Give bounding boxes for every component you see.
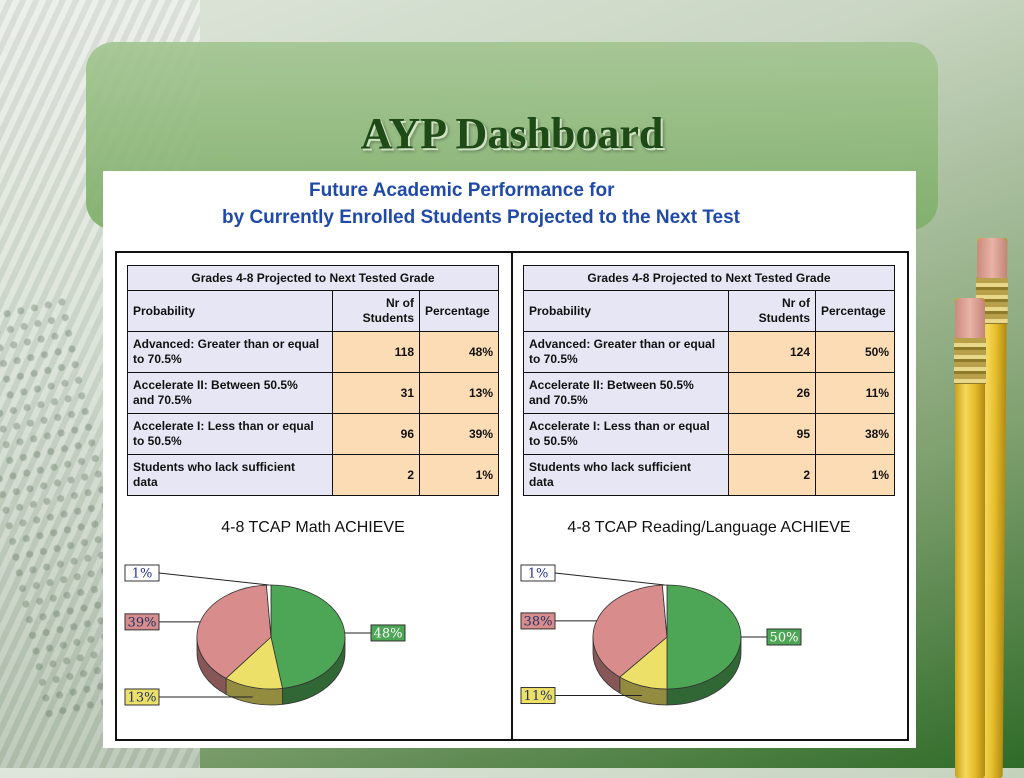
- column-header-percentage: Percentage: [419, 290, 499, 332]
- dashboard-frame: Grades 4-8 Projected to Next Tested Grad…: [115, 251, 909, 741]
- table-row: Accelerate I: Less than or equal to 50.5%…: [127, 413, 499, 455]
- table-row: Accelerate I: Less than or equal to 50.5%…: [523, 413, 895, 455]
- pie-label-box: [520, 687, 556, 705]
- row-label: Advanced: Greater than or equal to 70.5%: [523, 331, 729, 373]
- pie-slice: [666, 584, 742, 690]
- pie-slice: [196, 584, 272, 679]
- row-label: Advanced: Greater than or equal to 70.5%: [127, 331, 333, 373]
- percentage-cell: 1%: [419, 454, 499, 496]
- table-row: Students who lack sufficient data 2 1%: [127, 454, 499, 496]
- table-row: Advanced: Greater than or equal to 70.5% …: [127, 331, 499, 373]
- nr-students-cell: 96: [332, 413, 420, 455]
- pie-leader-line: [554, 572, 665, 586]
- percentage-cell: 1%: [815, 454, 895, 496]
- math-pie-chart: 48% 13% 39% 1%: [124, 564, 406, 706]
- table-caption: Grades 4-8 Projected to Next Tested Grad…: [127, 265, 499, 291]
- pie-leader-line: [158, 572, 269, 586]
- pie-data-label: 1%: [132, 567, 153, 582]
- pie-slice: [592, 584, 668, 678]
- pie-label-box: [766, 628, 802, 646]
- nr-students-cell: 124: [728, 331, 816, 373]
- column-header-probability: Probability: [127, 290, 333, 332]
- pie-label-box: [520, 564, 556, 582]
- row-label: Students who lack sufficient data: [127, 454, 333, 496]
- pie-data-label: 38%: [524, 614, 553, 629]
- dashboard-headline: Future Academic Performance for by Curre…: [103, 177, 916, 231]
- pie-slice: [270, 584, 346, 689]
- pie-data-label: 11%: [524, 689, 553, 704]
- row-label: Accelerate I: Less than or equal to 50.5%: [127, 413, 333, 455]
- math-pie-title: 4-8 TCAP Math ACHIEVE: [221, 519, 405, 536]
- column-header-nr-students: Nr of Students: [332, 290, 420, 332]
- pie-slice: [225, 636, 283, 690]
- pie-data-label: 13%: [128, 690, 157, 705]
- table-row: Accelerate II: Between 50.5% and 70.5% 26…: [523, 372, 895, 414]
- percentage-cell: 38%: [815, 413, 895, 455]
- pie-label-box: [520, 612, 556, 630]
- percentage-cell: 48%: [419, 331, 499, 373]
- pie-label-box: [124, 613, 160, 631]
- nr-students-cell: 26: [728, 372, 816, 414]
- math-projection-table: Grades 4-8 Projected to Next Tested Grad…: [127, 265, 499, 496]
- row-label: Accelerate II: Between 50.5% and 70.5%: [127, 372, 333, 414]
- pie-label-box: [124, 564, 160, 582]
- percentage-cell: 11%: [815, 372, 895, 414]
- percentage-cell: 13%: [419, 372, 499, 414]
- row-label: Accelerate I: Less than or equal to 50.5%: [523, 413, 729, 455]
- nr-students-cell: 95: [728, 413, 816, 455]
- nr-students-cell: 31: [332, 372, 420, 414]
- panel-divider: [511, 253, 513, 739]
- nr-students-cell: 2: [332, 454, 420, 496]
- pie-data-label: 48%: [374, 626, 403, 641]
- table-row: Advanced: Greater than or equal to 70.5% …: [523, 331, 895, 373]
- reading-projection-table: Grades 4-8 Projected to Next Tested Grad…: [523, 265, 895, 496]
- row-label: Accelerate II: Between 50.5% and 70.5%: [523, 372, 729, 414]
- pie-label-box: [370, 624, 406, 642]
- pie-label-box: [124, 688, 160, 706]
- table-row: Accelerate II: Between 50.5% and 70.5% 31…: [127, 372, 499, 414]
- pie-data-label: 50%: [770, 631, 799, 646]
- pie-data-label: 39%: [128, 615, 157, 630]
- column-header-nr-students: Nr of Students: [728, 290, 816, 332]
- reading-pie-title: 4-8 TCAP Reading/Language ACHIEVE: [567, 519, 851, 536]
- column-header-percentage: Percentage: [815, 290, 895, 332]
- percentage-cell: 39%: [419, 413, 499, 455]
- headline-line-2: by Currently Enrolled Students Projected…: [222, 207, 741, 228]
- dashboard-card: Future Academic Performance for by Curre…: [103, 171, 916, 748]
- nr-students-cell: 2: [728, 454, 816, 496]
- nr-students-cell: 118: [332, 331, 420, 373]
- row-label: Students who lack sufficient data: [523, 454, 729, 496]
- pie-data-label: 1%: [528, 567, 549, 582]
- reading-pie-chart: 50% 11% 38% 1%: [520, 564, 802, 706]
- headline-line-1: Future Academic Performance for: [309, 180, 615, 201]
- table-row: Students who lack sufficient data 2 1%: [523, 454, 895, 496]
- table-caption: Grades 4-8 Projected to Next Tested Grad…: [523, 265, 895, 291]
- page-title: AYP Dashboard: [360, 109, 664, 158]
- pencil-decoration-front: [954, 298, 986, 778]
- percentage-cell: 50%: [815, 331, 895, 373]
- column-header-probability: Probability: [523, 290, 729, 332]
